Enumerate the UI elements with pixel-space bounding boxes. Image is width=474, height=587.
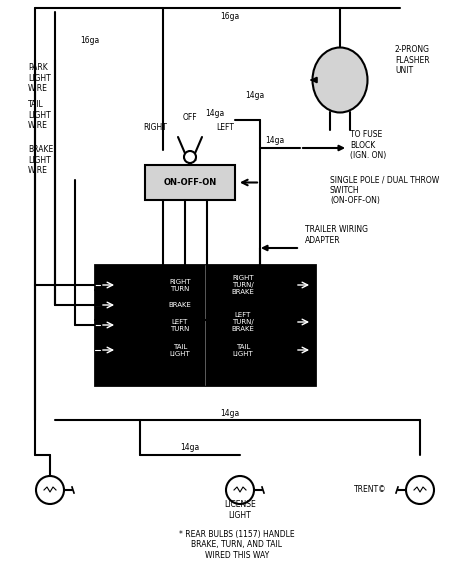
Text: 14ga: 14ga: [181, 444, 200, 453]
Text: TO FUSE
BLOCK
(IGN. ON): TO FUSE BLOCK (IGN. ON): [350, 130, 386, 160]
Text: LEFT: LEFT: [216, 123, 234, 131]
Text: 16ga: 16ga: [80, 35, 99, 45]
Text: BRAKE: BRAKE: [169, 302, 191, 308]
Text: SINGLE POLE / DUAL THROW
SWITCH
(ON-OFF-ON): SINGLE POLE / DUAL THROW SWITCH (ON-OFF-…: [330, 175, 439, 205]
Circle shape: [226, 476, 254, 504]
Text: LICENSE
LIGHT: LICENSE LIGHT: [224, 500, 256, 519]
Bar: [145, 165, 235, 200]
Text: LEFT
TURN: LEFT TURN: [170, 319, 190, 332]
Text: TRAILER WIRING
ADAPTER: TRAILER WIRING ADAPTER: [305, 225, 368, 245]
Ellipse shape: [312, 48, 367, 113]
Text: ON-OFF-ON: ON-OFF-ON: [164, 178, 217, 187]
Text: 14ga: 14ga: [275, 315, 294, 325]
Text: 14ga: 14ga: [265, 136, 284, 144]
Text: TRENT©: TRENT©: [354, 485, 386, 494]
Text: 14ga: 14ga: [205, 109, 225, 117]
Text: * REAR BULBS (1157) HANDLE
BRAKE, TURN, AND TAIL
WIRED THIS WAY: * REAR BULBS (1157) HANDLE BRAKE, TURN, …: [179, 530, 295, 560]
Text: 14ga: 14ga: [220, 409, 240, 417]
Text: OFF: OFF: [182, 113, 197, 122]
Circle shape: [184, 151, 196, 163]
Text: TAIL
LIGHT: TAIL LIGHT: [233, 343, 254, 356]
Text: 2-PRONG
FLASHER
UNIT: 2-PRONG FLASHER UNIT: [395, 45, 430, 75]
Text: 14ga: 14ga: [245, 90, 264, 100]
Text: 14ga: 14ga: [275, 284, 294, 292]
Text: PARK
LIGHT
WIRE: PARK LIGHT WIRE: [28, 63, 51, 93]
Text: 16ga: 16ga: [220, 12, 240, 21]
Text: BRAKE
LIGHT
WIRE: BRAKE LIGHT WIRE: [28, 145, 53, 175]
Circle shape: [36, 476, 64, 504]
Text: LEFT
TURN/
BRAKE: LEFT TURN/ BRAKE: [232, 312, 255, 332]
Circle shape: [406, 476, 434, 504]
Text: RIGHT
TURN/
BRAKE: RIGHT TURN/ BRAKE: [232, 275, 255, 295]
Text: TAIL
LIGHT: TAIL LIGHT: [170, 343, 191, 356]
Text: TAIL
LIGHT
WIRE: TAIL LIGHT WIRE: [28, 100, 51, 130]
Bar: [95, 265, 315, 385]
Text: RIGHT
TURN: RIGHT TURN: [169, 278, 191, 292]
Text: RIGHT: RIGHT: [143, 123, 167, 131]
